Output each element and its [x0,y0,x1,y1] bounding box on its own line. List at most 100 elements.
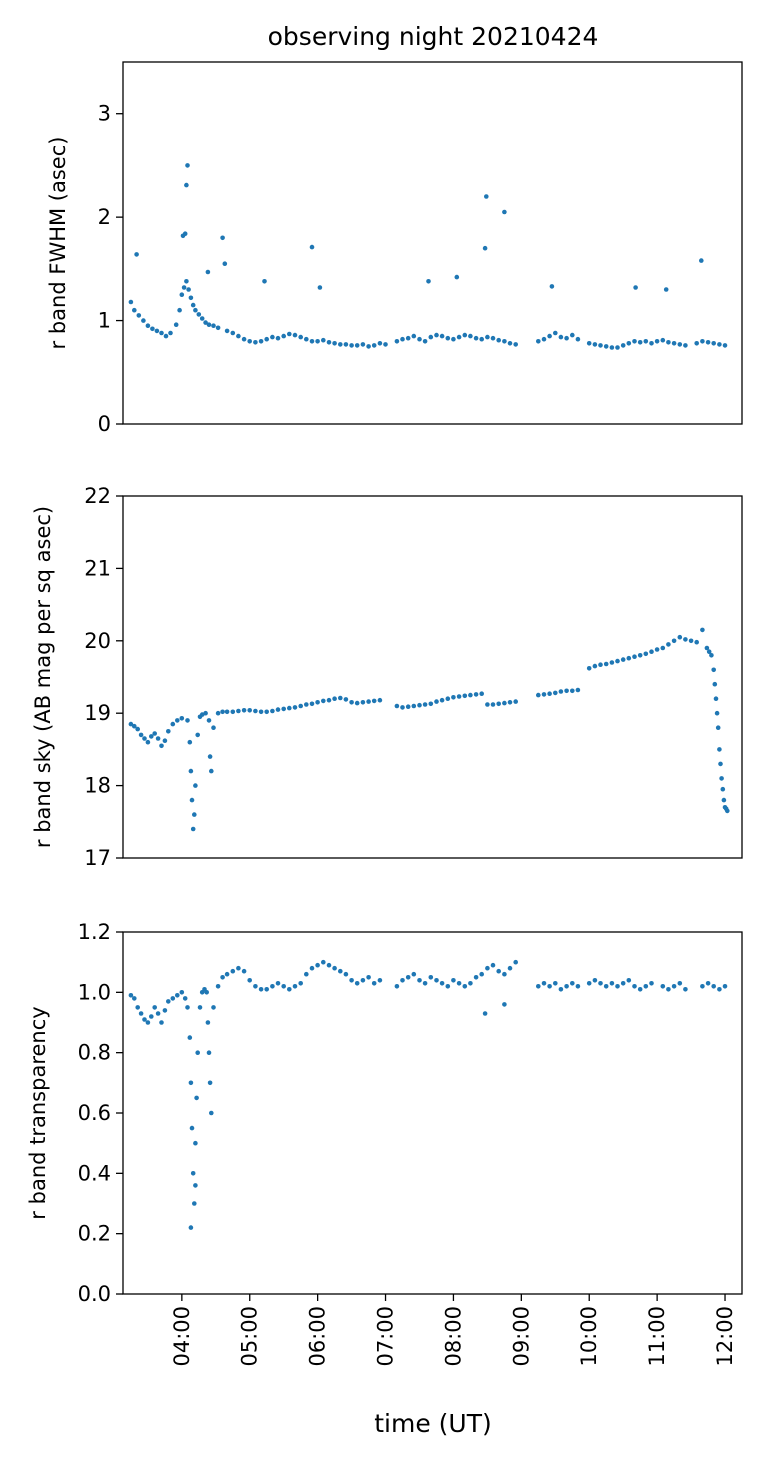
data-point [699,258,704,263]
data-point [592,342,598,347]
data-point [185,718,190,723]
data-point [135,1005,140,1010]
data-point [649,981,654,986]
data-point [162,1008,168,1013]
data-point [547,691,552,696]
data-point [292,984,298,989]
data-point [159,743,164,749]
data-point [394,703,400,709]
data-point [258,987,264,992]
data-point [211,725,216,730]
data-point [482,245,488,251]
data-point [394,984,400,989]
data-point [575,336,581,342]
data-point [712,681,718,687]
data-point [400,336,405,342]
data-point [377,978,383,983]
data-point [717,342,722,347]
data-point [485,965,490,971]
y-tick-label: 17 [84,846,111,870]
data-point [195,1050,200,1055]
data-point [666,340,671,345]
chart-title: observing night 20210424 [268,22,599,51]
data-point [722,343,728,348]
data-point [439,981,445,986]
data-point [206,1050,212,1055]
data-point [292,705,298,710]
data-point [205,1020,211,1025]
data-point [360,978,366,983]
data-point [513,959,518,965]
data-point [258,339,264,344]
y-tick-label: 0.4 [78,1161,111,1185]
data-point [179,716,185,721]
data-point [507,965,513,971]
data-point [241,968,247,974]
data-point [281,706,287,712]
data-point [349,700,354,705]
data-point [338,968,343,974]
data-point [270,984,275,989]
data-point [677,981,683,986]
data-point [371,698,377,704]
data-point [541,336,547,342]
data-point [660,337,666,343]
data-point [473,692,479,697]
data-point [626,655,632,661]
data-point [287,331,292,337]
data-point [247,978,252,983]
data-point [206,322,212,328]
x-tick-label: 05:00 [238,1306,262,1367]
data-point [633,285,638,290]
data-point [603,661,609,667]
data-point [145,1020,151,1025]
data-point [564,688,569,694]
data-point [507,700,513,705]
data-point [360,342,366,347]
data-point [215,710,221,716]
data-point [473,335,479,341]
data-point [193,1183,198,1188]
data-point [553,690,558,696]
y-tick-label: 1.2 [78,920,111,944]
data-point [445,696,451,701]
data-point [211,323,216,329]
data-point [666,987,671,992]
data-point [405,335,411,341]
y-tick-label: 22 [84,484,111,508]
data-point [711,667,716,673]
data-point [203,320,208,325]
x-tick-label: 10:00 [577,1306,601,1367]
data-point [705,340,711,345]
data-point [366,975,371,980]
data-point [195,732,200,738]
data-point [287,987,292,992]
data-point [206,718,212,723]
data-point [366,344,371,349]
data-point [558,334,564,340]
data-point [643,651,649,657]
data-point [411,333,417,339]
data-point [547,984,552,989]
data-point [454,274,460,280]
y-tick-label: 0.6 [78,1101,111,1125]
data-point [677,634,683,640]
y-axis-label: r band sky (AB mag per sq asec) [31,506,55,848]
data-point [241,336,247,342]
data-point [321,959,326,965]
data-point [197,1005,203,1010]
data-point [671,984,677,989]
data-point [570,981,575,986]
data-point [394,339,400,344]
data-point [541,692,547,697]
x-tick-label: 08:00 [441,1306,465,1367]
data-point [188,1225,194,1230]
data-point [598,662,603,667]
data-point [502,1002,507,1007]
data-point [159,330,164,336]
data-point [428,701,434,707]
data-point [281,333,287,339]
data-point [332,696,337,701]
data-point [190,1171,196,1176]
data-point [632,339,637,344]
